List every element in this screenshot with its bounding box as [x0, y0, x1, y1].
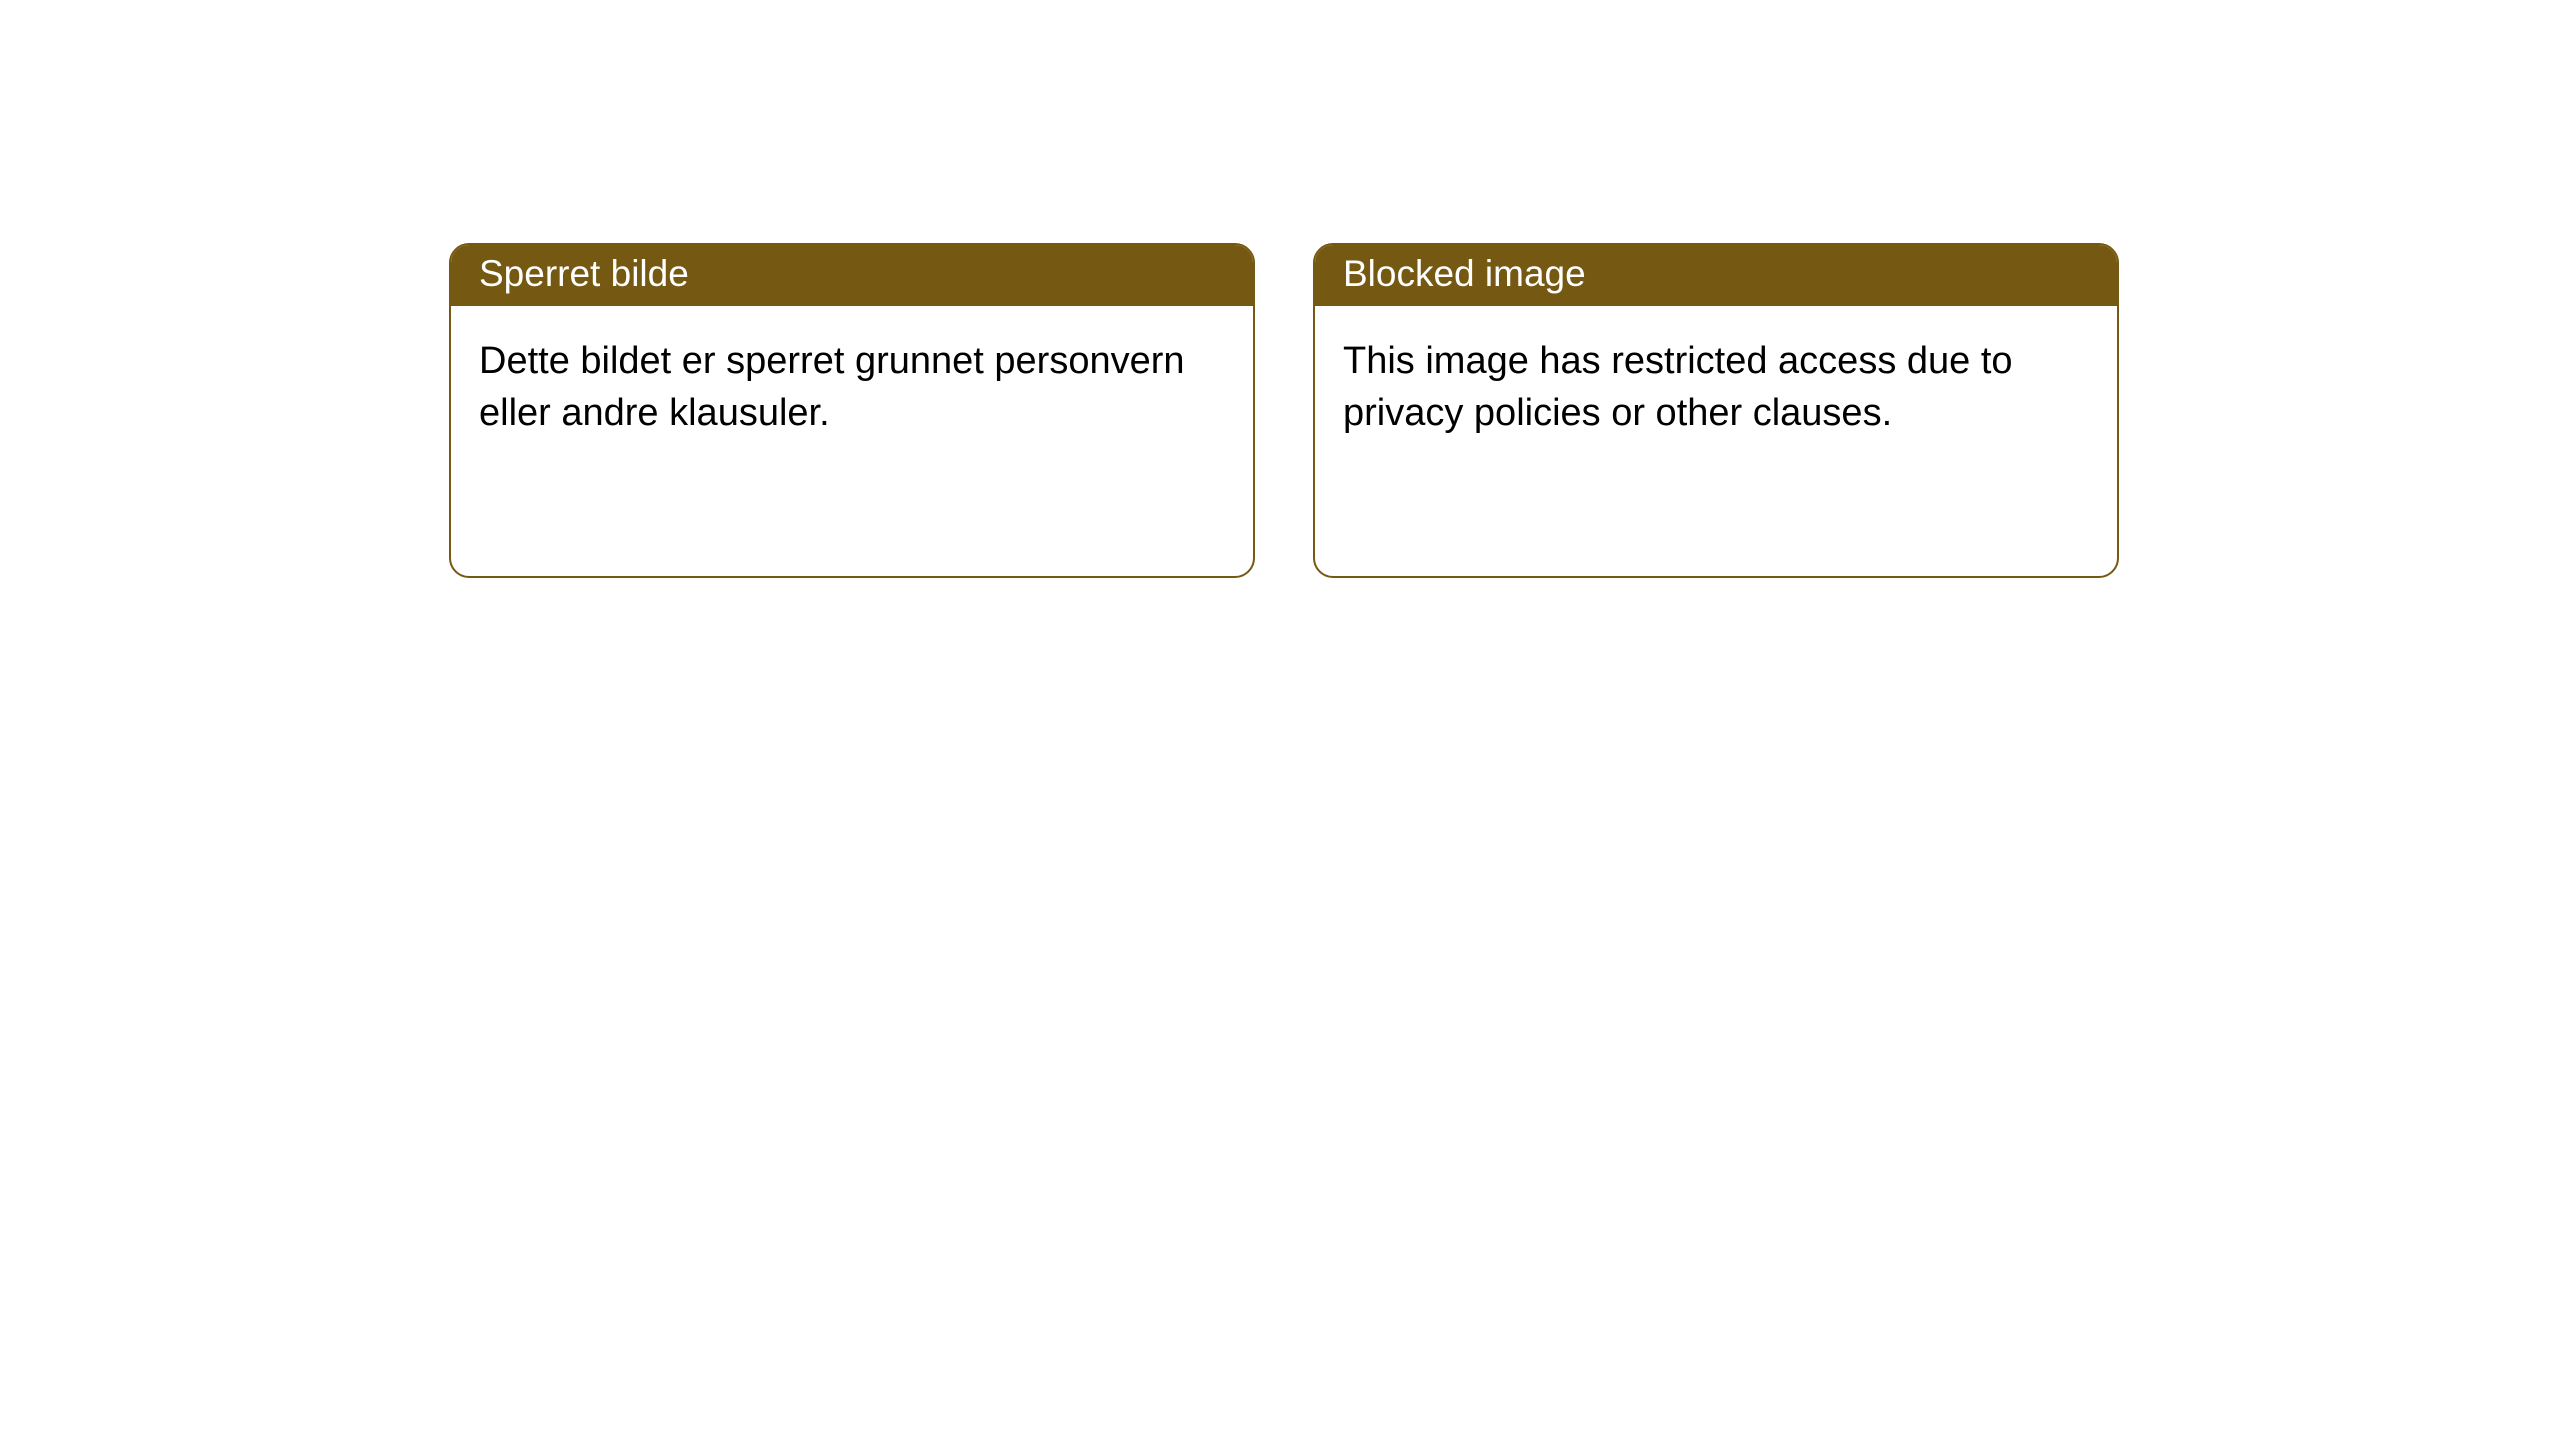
notice-container: Sperret bilde Dette bildet er sperret gr…	[0, 0, 2560, 578]
notice-body-text: Dette bildet er sperret grunnet personve…	[451, 306, 1253, 469]
notice-title: Blocked image	[1315, 245, 2117, 306]
notice-card-norwegian: Sperret bilde Dette bildet er sperret gr…	[449, 243, 1255, 578]
notice-card-english: Blocked image This image has restricted …	[1313, 243, 2119, 578]
notice-title: Sperret bilde	[451, 245, 1253, 306]
notice-body-text: This image has restricted access due to …	[1315, 306, 2117, 469]
